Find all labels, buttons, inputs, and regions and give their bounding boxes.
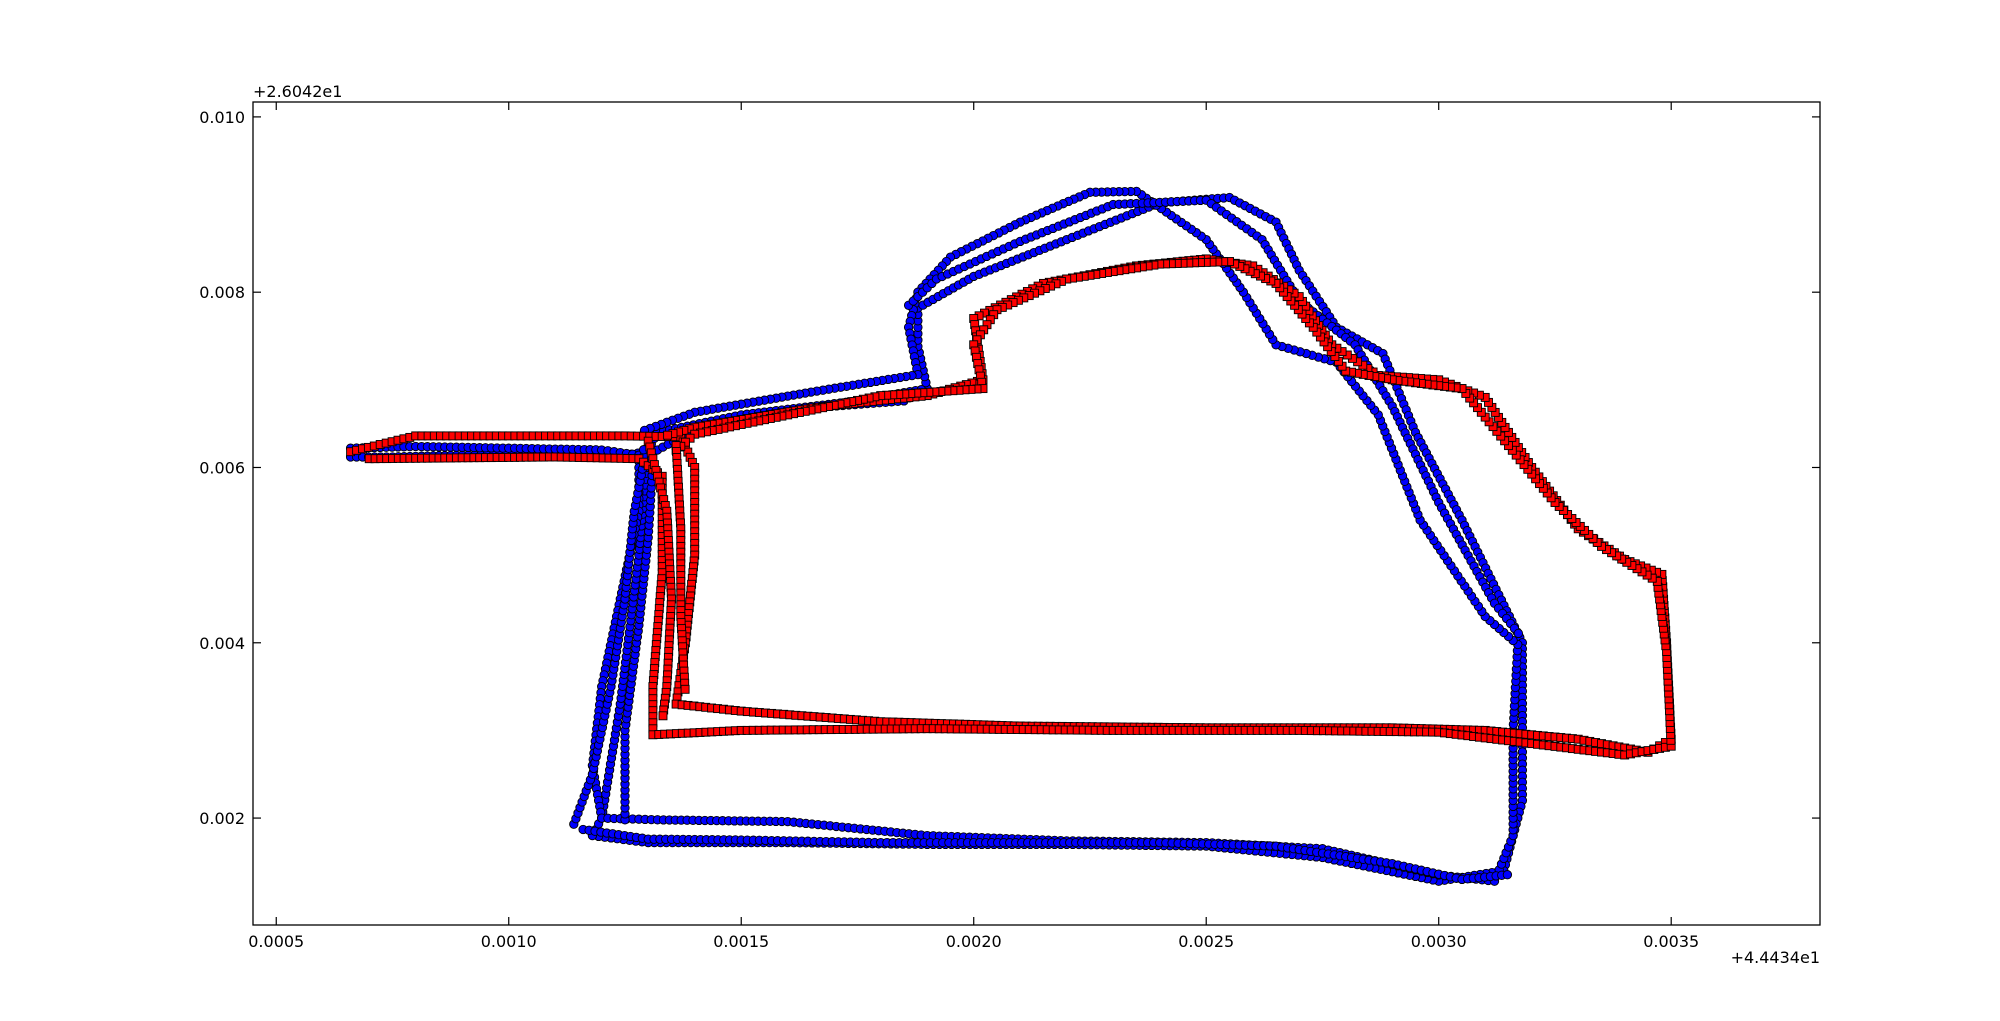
data-point (1502, 870, 1513, 880)
plot-frame (252, 101, 1821, 926)
data-point (663, 430, 673, 440)
axis-ticks: 0.0005 0.0010 0.0015 0.0020 0.0025 0.0030 0.00… (199, 102, 1820, 951)
x-tick-label: 0.0015 (713, 932, 769, 951)
y-tick-label: 0.008 (199, 283, 245, 302)
x-offset-label: +4.4434e1 (1731, 948, 1820, 967)
data-point (1513, 628, 1524, 639)
x-tick-label: 0.0030 (1411, 932, 1467, 951)
data-point (658, 711, 668, 721)
x-tick-label: 0.0025 (1178, 932, 1234, 951)
data-points (345, 186, 1676, 886)
y-tick-label: 0.002 (199, 809, 245, 828)
x-tick-label: 0.0010 (481, 932, 537, 951)
y-offset-label: +2.6042e1 (253, 82, 342, 101)
plot-background (253, 102, 1820, 925)
x-tick-label: 0.0035 (1643, 932, 1699, 951)
y-tick-label: 0.006 (199, 458, 245, 477)
x-tick-label: 0.0020 (946, 932, 1002, 951)
series-1 (346, 254, 1676, 760)
y-tick-label: 0.010 (199, 108, 245, 127)
y-tick-label: 0.004 (199, 634, 245, 653)
x-tick-label: 0.0005 (248, 932, 304, 951)
data-point (680, 684, 690, 694)
